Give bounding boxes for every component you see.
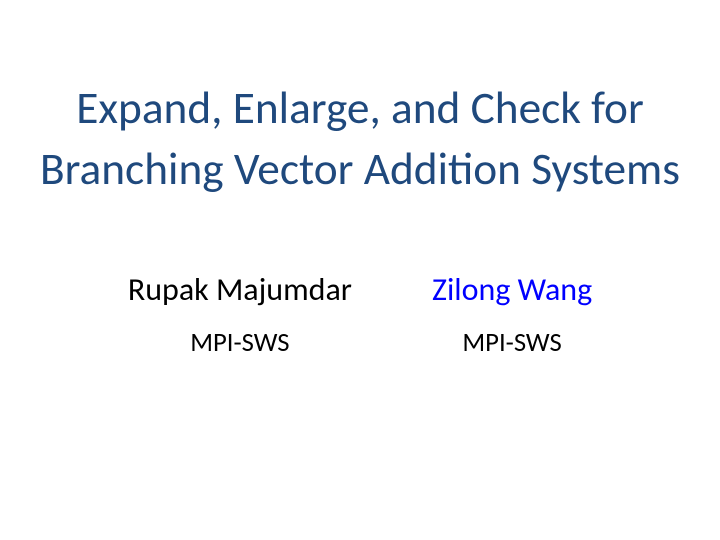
title-line-2: Branching Vector Addition Systems: [0, 139, 720, 200]
author-name-2: Zilong Wang: [432, 270, 592, 309]
author-affiliation-2: MPI-SWS: [432, 327, 592, 359]
authors-row: Rupak Majumdar MPI-SWS Zilong Wang MPI-S…: [0, 270, 720, 359]
slide-title: Expand, Enlarge, and Check for Branching…: [0, 78, 720, 200]
author-block-1: Rupak Majumdar MPI-SWS: [128, 270, 352, 359]
title-line-1: Expand, Enlarge, and Check for: [0, 78, 720, 139]
author-affiliation-1: MPI-SWS: [128, 327, 352, 359]
author-block-2: Zilong Wang MPI-SWS: [432, 270, 592, 359]
author-name-1: Rupak Majumdar: [128, 270, 352, 309]
slide: Expand, Enlarge, and Check for Branching…: [0, 0, 720, 540]
